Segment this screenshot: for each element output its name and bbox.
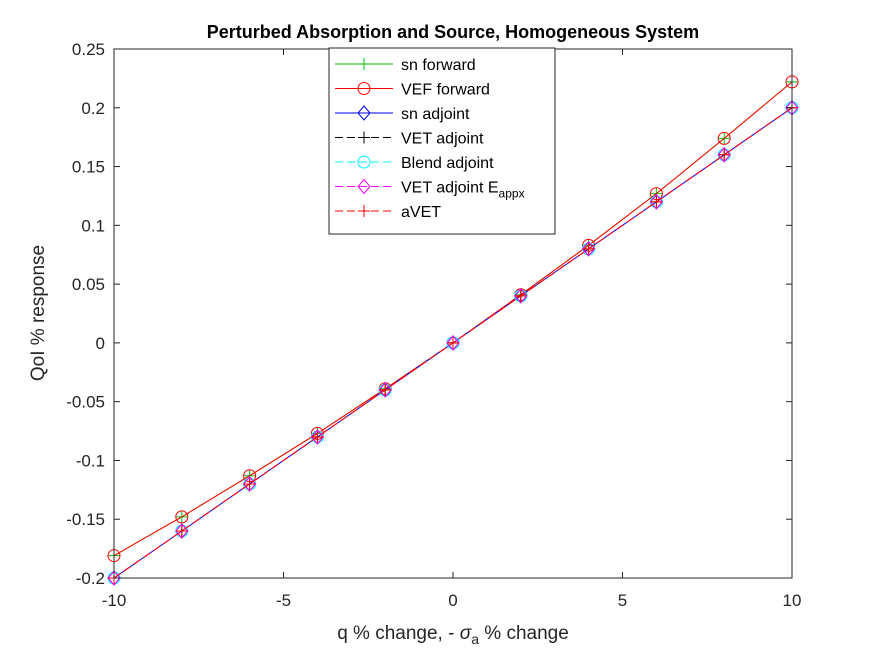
legend-marker <box>358 58 370 70</box>
legend-marker <box>357 82 371 95</box>
series-layer <box>107 75 799 586</box>
y-tick-label: -0.15 <box>66 510 105 529</box>
legend-label: VET adjoint Eappx <box>401 180 525 201</box>
legend-marker <box>357 105 371 121</box>
x-axis-label-prefix: q % change, - <box>337 623 460 644</box>
data-point-vet-adjoint-e-appx <box>446 335 460 351</box>
legend-marker <box>358 131 370 144</box>
y-axis-label: QoI % response <box>28 245 49 381</box>
x-tick-label: 10 <box>783 591 802 610</box>
data-point-avet <box>718 148 731 161</box>
legend-item-sn-forward: sn forward <box>335 57 476 74</box>
data-point-avet <box>447 336 459 349</box>
y-tick-label: -0.1 <box>76 451 105 470</box>
y-tick-label: 0.25 <box>72 40 105 59</box>
legend-marker <box>358 205 370 217</box>
data-point-avet <box>582 242 595 255</box>
legend-label: VEF forward <box>401 82 490 99</box>
legend-item-blend-adjoint: Blend adjoint <box>335 155 494 172</box>
y-tick-label: 0.2 <box>81 99 105 118</box>
legend-label: aVET <box>401 204 441 221</box>
data-point-avet <box>379 383 392 396</box>
legend-item-vef-forward: VEF forward <box>335 82 490 99</box>
data-point-vet-adjoint-e-appx <box>378 382 392 398</box>
y-tick-label: 0.15 <box>72 158 105 177</box>
legend-box <box>328 47 556 235</box>
x-axis-label-suffix: % change <box>479 623 569 644</box>
x-tick-label: 5 <box>618 591 627 610</box>
legend-marker <box>357 178 371 195</box>
legend-item-vet-adjoint-e-appx: VET adjoint Eappx <box>335 178 525 201</box>
y-tick-label: 0.1 <box>81 216 105 235</box>
data-point-avet <box>650 195 663 208</box>
y-tick-label: 0.05 <box>72 275 105 294</box>
x-axis-label: q % change, - σa % change <box>337 623 569 647</box>
y-tick-label: -0.05 <box>66 393 105 412</box>
data-point-avet <box>243 477 256 490</box>
y-tick-label: 0 <box>96 334 105 353</box>
ticks: -10 -5 0 5 10 -0.2 -0.15 -0.1 -0.05 0 0.05 0.1 0.15 0… <box>66 40 801 610</box>
legend-item-vet-adjoint: VET adjoint <box>335 131 484 148</box>
x-tick-label: 0 <box>448 591 457 610</box>
legend-items: sn forward VEF forward sn adjoint VET adjoi… <box>335 57 525 221</box>
x-tick-label: -10 <box>102 591 127 610</box>
legend-label: Blend adjoint <box>401 155 494 172</box>
chart-title: Perturbed Absorption and Source, Homogen… <box>207 22 699 42</box>
y-tick-label: -0.2 <box>76 569 105 588</box>
data-point-vef-forward <box>717 131 731 145</box>
legend: sn forward VEF forward sn adjoint VET adjoi… <box>328 47 556 235</box>
legend-item-avet: aVET <box>335 204 441 221</box>
legend-label: sn forward <box>401 57 476 74</box>
data-point-avet <box>311 430 324 443</box>
x-axis-label-symbol: σ <box>460 623 473 644</box>
data-point-avet <box>514 289 527 302</box>
legend-marker <box>357 155 371 169</box>
legend-label: sn adjoint <box>401 106 470 123</box>
legend-item-sn-adjoint: sn adjoint <box>335 105 470 123</box>
x-axis-label-subscript: a <box>471 631 479 647</box>
data-point-avet <box>175 524 188 537</box>
legend-label: VET adjoint <box>401 131 484 148</box>
data-point-vef-forward <box>175 510 189 524</box>
x-tick-label: -5 <box>276 591 291 610</box>
